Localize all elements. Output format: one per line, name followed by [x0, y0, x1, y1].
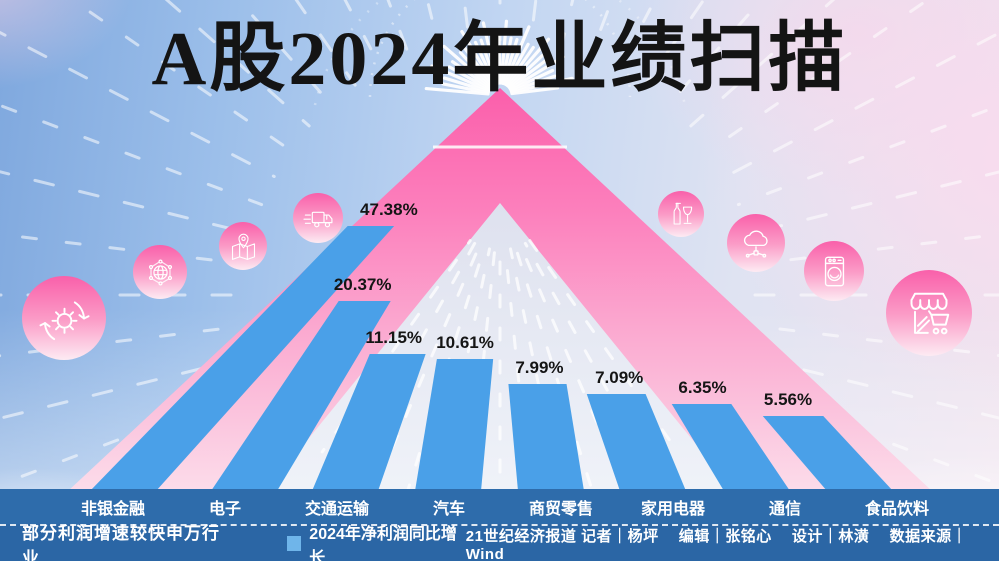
bar-value-label: 20.37%: [333, 275, 392, 294]
category-label: 汽车: [432, 500, 466, 518]
bar-value-label: 11.15%: [365, 328, 423, 347]
category-band: 非银金融 电子 交通运输 汽车 商贸零售 家用电器 通信 食品饮料: [0, 489, 999, 524]
bar-value-label: 47.38%: [360, 200, 418, 219]
bar-value-label: 10.61%: [436, 333, 494, 352]
washing-machine-icon: [804, 241, 864, 301]
wine-bottle-glass-icon: [658, 191, 704, 237]
bar: [586, 394, 686, 491]
bar-value-label: 7.99%: [515, 358, 564, 377]
page-title: A股2024年业绩扫描: [151, 17, 848, 101]
bar-value-label: 6.35%: [678, 378, 727, 397]
gear-refresh-icon: [22, 276, 106, 360]
bar: [211, 301, 391, 491]
bar-value-label: 5.56%: [763, 390, 813, 409]
legend: 2024年净利润同比增长: [286, 520, 466, 561]
bar: [671, 404, 790, 491]
bar: [762, 416, 893, 491]
category-label: 商贸零售: [528, 500, 594, 518]
bar-value-label: 7.09%: [595, 368, 644, 387]
category-label: 非银金融: [80, 500, 146, 518]
category-label: 通信: [768, 500, 802, 518]
network-globe-icon: [133, 245, 187, 299]
category-label: 电子: [208, 500, 242, 518]
bar: [508, 384, 584, 491]
bar: [312, 354, 426, 491]
category-label: 家用电器: [640, 500, 706, 518]
footer-bar: 部分利润增速较快申万行业 2024年净利润同比增长 21世纪经济报道 记者｜杨坪…: [0, 524, 999, 561]
footer-note: 部分利润增速较快申万行业: [22, 523, 220, 561]
map-location-pin-icon: [219, 222, 267, 270]
category-label: 交通运输: [304, 500, 370, 518]
legend-label: 2024年净利润同比增长: [309, 525, 457, 561]
credits: 21世纪经济报道 记者｜杨坪 编辑｜张铭心 设计｜林潢 数据来源｜Wind: [465, 527, 968, 561]
storefront-cart-icon: [886, 270, 972, 356]
bar: [415, 359, 494, 491]
legend-swatch: [286, 536, 302, 551]
bar: [90, 226, 395, 491]
cloud-network-icon: [727, 214, 785, 272]
delivery-truck-icon: [293, 193, 343, 243]
category-label: 食品饮料: [864, 500, 930, 518]
